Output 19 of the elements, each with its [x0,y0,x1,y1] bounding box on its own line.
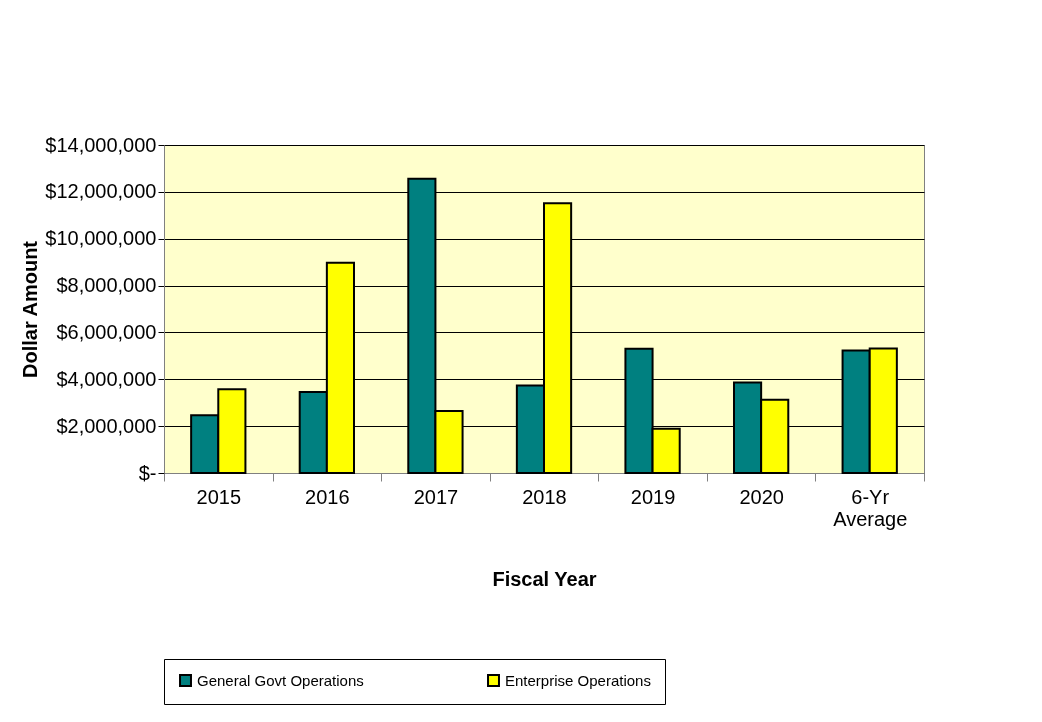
x-tick-label: 2019 [630,485,676,508]
y-tick-label: $8,000,000 [56,274,157,297]
legend-label: General Govt Operations [197,671,364,689]
x-tick-label: 2017 [413,485,459,508]
y-tick-label: $6,000,000 [56,320,157,343]
x-tick-label: 2018 [522,485,567,508]
x-tick-label: 2016 [305,485,350,508]
y-tick-label: $10,000,000 [45,227,157,250]
y-tick-label: $2,000,000 [56,414,157,437]
y-tick-label: $4,000,000 [56,367,157,390]
legend-label: Enterprise Operations [505,671,651,689]
x-tick-label: 2015 [196,485,242,508]
x-axis-title: Fiscal Year [492,567,597,590]
y-tick-label: $12,000,000 [45,180,157,203]
y-tick-label: $14,000,000 [45,133,157,156]
y-tick-label: $- [138,461,157,484]
y-axis-title: Dollar Amount [19,240,42,379]
x-tick-label: 2020 [739,485,784,508]
x-tick-label: 6-Yr Average [833,485,908,530]
